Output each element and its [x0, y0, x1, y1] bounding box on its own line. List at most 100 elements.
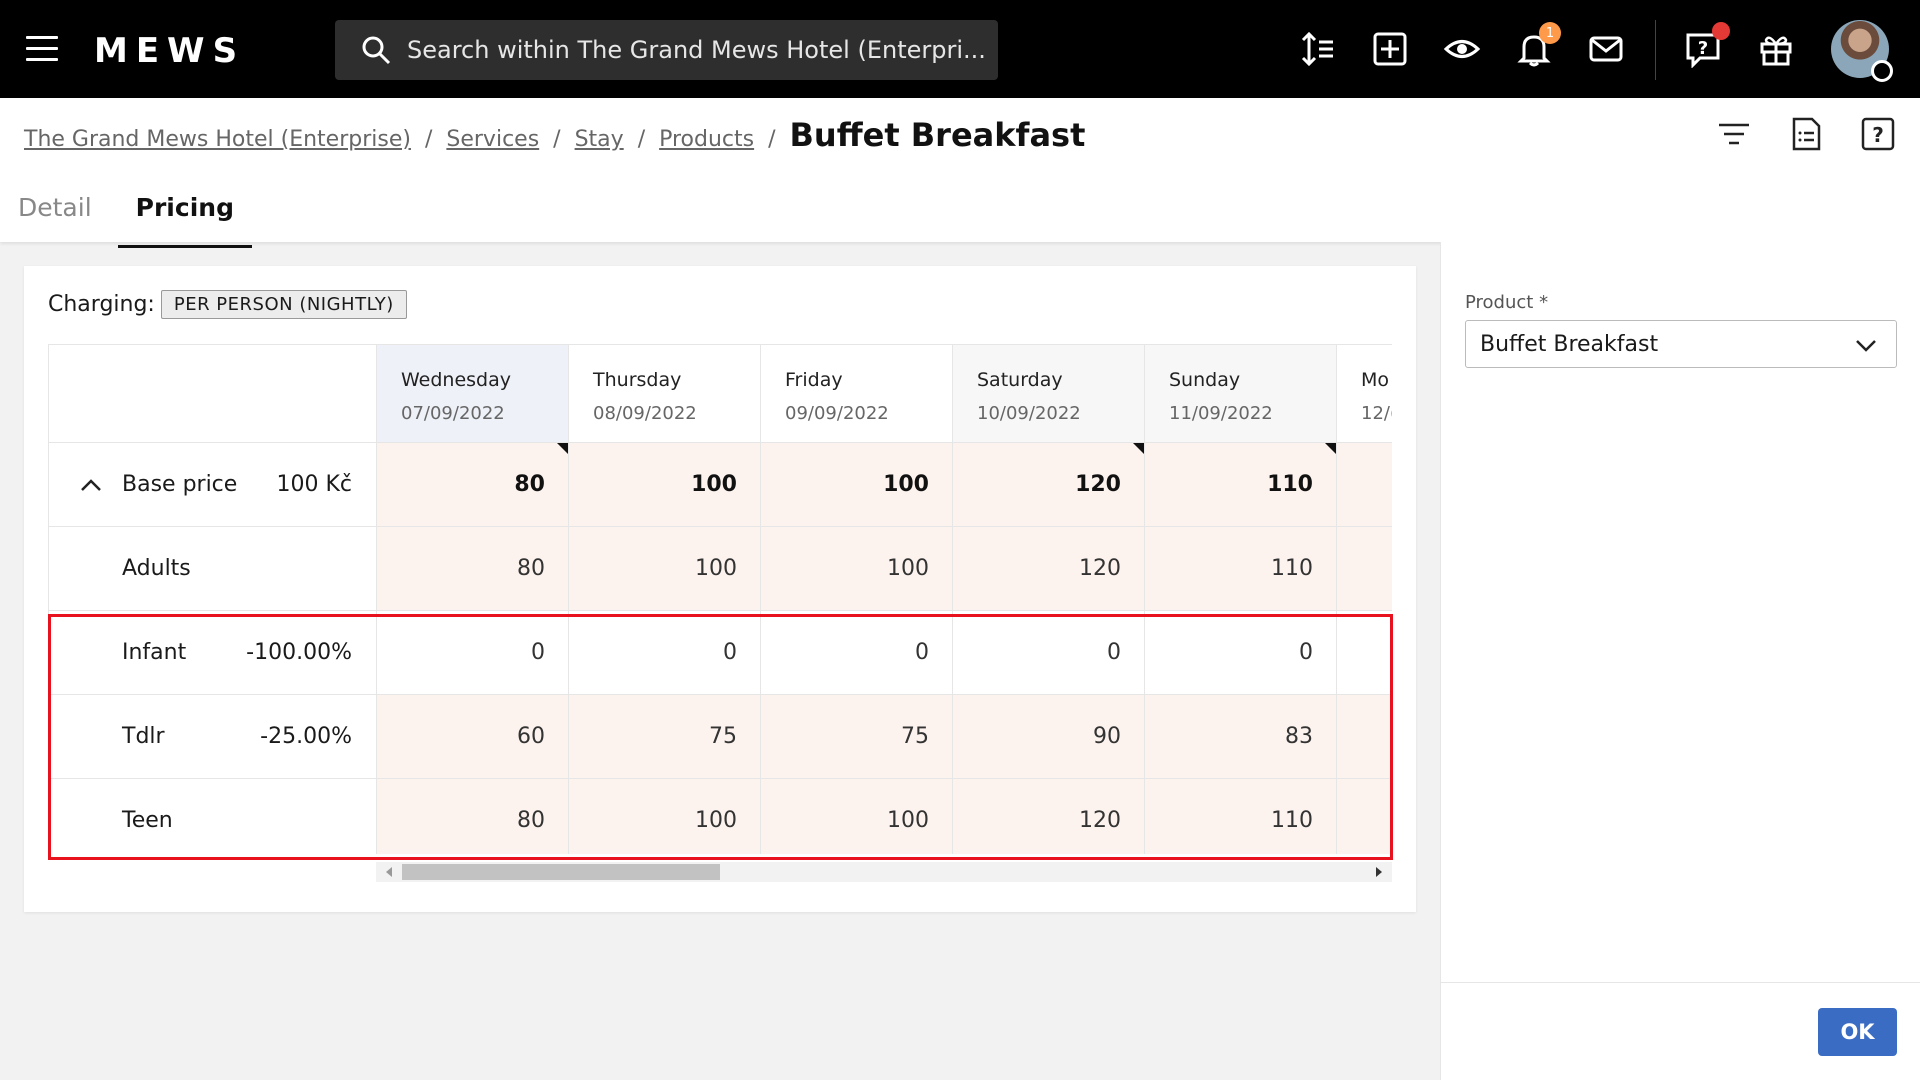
row-labels-header: [48, 345, 376, 443]
scroll-left-icon[interactable]: [384, 866, 394, 878]
price-cell[interactable]: 110: [1145, 443, 1337, 527]
price-cell[interactable]: 0: [377, 611, 569, 695]
price-cell[interactable]: 100: [761, 527, 953, 611]
price-cell[interactable]: 100: [569, 527, 761, 611]
price-cell[interactable]: 110: [1145, 527, 1337, 611]
price-cell[interactable]: 60: [377, 695, 569, 779]
price-cell[interactable]: [1337, 611, 1392, 695]
tab-detail[interactable]: Detail: [18, 193, 92, 222]
price-cell[interactable]: 100: [569, 443, 761, 527]
price-value: 100: [883, 472, 929, 497]
price-cell[interactable]: 110: [1145, 779, 1337, 854]
row-name: Adults: [122, 556, 191, 581]
override-marker-icon: [557, 443, 569, 455]
price-cell[interactable]: 83: [1145, 695, 1337, 779]
price-cell[interactable]: 80: [377, 527, 569, 611]
report-icon[interactable]: [1788, 116, 1824, 152]
day-header: Wednesday 07/09/2022: [377, 345, 569, 443]
page-title: Buffet Breakfast: [789, 116, 1086, 154]
row-label-infant: Infant -100.00%: [48, 611, 376, 695]
day-header: Saturday 10/09/2022: [953, 345, 1145, 443]
row-name: Base price: [122, 472, 238, 497]
row-label-base-price: Base price 100 Kč: [48, 443, 376, 527]
scroll-right-icon[interactable]: [1374, 866, 1384, 878]
chevron-up-icon[interactable]: [79, 475, 103, 495]
price-cell[interactable]: 75: [569, 695, 761, 779]
pricing-card: Charging: PER PERSON (NIGHTLY) Base pric…: [24, 266, 1416, 912]
row-value: -100.00%: [246, 640, 352, 665]
price-value: 0: [1299, 640, 1313, 665]
price-value: 80: [517, 556, 545, 581]
price-value: 120: [1079, 556, 1121, 581]
user-status-icon: [1871, 60, 1893, 82]
price-cell[interactable]: 100: [761, 779, 953, 854]
menu-icon[interactable]: [26, 36, 58, 62]
price-cell[interactable]: [1337, 695, 1392, 779]
mail-icon[interactable]: [1587, 30, 1625, 68]
price-cell[interactable]: 0: [1145, 611, 1337, 695]
svg-text:?: ?: [1698, 38, 1708, 59]
price-cell[interactable]: 100: [569, 779, 761, 854]
price-cell[interactable]: 120: [953, 527, 1145, 611]
price-cell[interactable]: 90: [953, 695, 1145, 779]
price-cell[interactable]: [1337, 779, 1392, 854]
row-value: -25.00%: [260, 724, 352, 749]
day-date: 08/09/2022: [593, 403, 697, 424]
price-cell[interactable]: 100: [761, 443, 953, 527]
search-bar[interactable]: [335, 20, 998, 80]
override-marker-icon: [1133, 443, 1145, 455]
price-value: 0: [1107, 640, 1121, 665]
right-panel: Product * Buffet Breakfast OK: [1440, 242, 1920, 1080]
panel-footer-divider: [1441, 982, 1920, 983]
scrollbar-thumb[interactable]: [402, 864, 720, 880]
notifications-button[interactable]: 1: [1515, 22, 1561, 68]
mews-logo[interactable]: MEWS: [94, 30, 294, 68]
day-name: Mo: [1361, 369, 1390, 391]
price-value: 100: [695, 556, 737, 581]
price-cell[interactable]: 0: [569, 611, 761, 695]
day-name: Sunday: [1169, 369, 1241, 391]
price-value: 0: [531, 640, 545, 665]
price-cell[interactable]: 120: [953, 779, 1145, 854]
chevron-down-icon: [1856, 340, 1876, 352]
price-cell[interactable]: 120: [953, 443, 1145, 527]
help-chat-button[interactable]: ?: [1684, 22, 1730, 69]
day-column: Thursday 08/09/2022 100 100 0 75 100: [568, 345, 761, 854]
price-cell[interactable]: [1337, 527, 1392, 611]
price-cell[interactable]: 80: [377, 443, 569, 527]
product-select[interactable]: Buffet Breakfast: [1465, 320, 1897, 368]
tab-pricing[interactable]: Pricing: [117, 186, 253, 248]
price-cell[interactable]: 0: [761, 611, 953, 695]
row-label-adults: Adults: [48, 527, 376, 611]
filter-icon[interactable]: [1716, 116, 1752, 152]
charging-badge: PER PERSON (NIGHTLY): [160, 290, 407, 319]
user-avatar[interactable]: [1831, 20, 1893, 82]
breadcrumb-stay[interactable]: Stay: [574, 127, 624, 152]
breadcrumb-hotel[interactable]: The Grand Mews Hotel (Enterprise): [24, 127, 411, 152]
sort-icon[interactable]: [1299, 30, 1337, 68]
breadcrumb-separator: /: [424, 127, 433, 152]
add-icon[interactable]: [1371, 30, 1409, 68]
price-value: 75: [901, 724, 929, 749]
help-icon[interactable]: ?: [1860, 116, 1896, 152]
price-cell[interactable]: 0: [953, 611, 1145, 695]
pricing-grid: Base price 100 Kč Adults Infant -100.00% Tdlr…: [48, 344, 1392, 854]
price-cell[interactable]: 75: [761, 695, 953, 779]
breadcrumb-separator: /: [553, 127, 561, 152]
day-column: Saturday 10/09/2022 120 120 0 90 120: [952, 345, 1145, 854]
price-value: 75: [709, 724, 737, 749]
breadcrumb-products[interactable]: Products: [659, 127, 755, 152]
price-value: 100: [887, 808, 929, 833]
price-value: 83: [1285, 724, 1313, 749]
price-cell[interactable]: [1337, 443, 1392, 527]
price-cell[interactable]: 80: [377, 779, 569, 854]
ok-button[interactable]: OK: [1818, 1008, 1897, 1056]
gift-icon[interactable]: [1757, 30, 1795, 68]
breadcrumb-services[interactable]: Services: [446, 127, 540, 152]
search-input[interactable]: [407, 36, 987, 64]
horizontal-scrollbar[interactable]: [376, 862, 1392, 882]
top-bar: MEWS 1 ?: [0, 0, 1920, 98]
price-value: 110: [1267, 472, 1313, 497]
eye-icon[interactable]: [1443, 30, 1481, 68]
